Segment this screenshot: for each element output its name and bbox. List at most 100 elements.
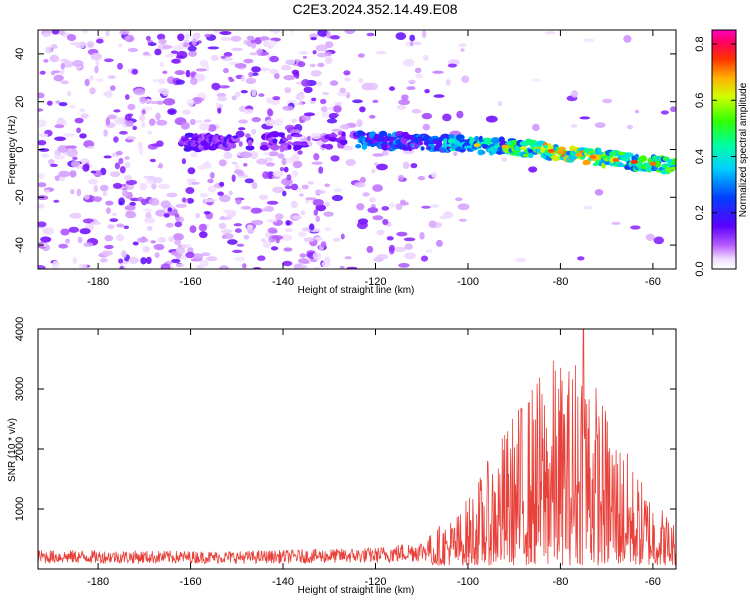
spectrogram-noise-blob (324, 226, 332, 232)
spectrogram-noise-blob (74, 117, 84, 124)
spectrogram-noise-blob (309, 223, 315, 231)
spectrogram-noise-blob (59, 70, 65, 75)
spectrogram-noise-blob (281, 178, 293, 186)
figure-title: C2E3.2024.352.14.49.E08 (292, 1, 457, 17)
spectrogram-band-blob (193, 133, 199, 138)
spectrogram-noise-blob (354, 182, 366, 188)
spectrogram-noise-blob (273, 72, 280, 80)
x-tick-label: -60 (645, 276, 661, 288)
spectrogram-noise-blob (62, 60, 74, 68)
x-tick-label: -160 (180, 576, 202, 588)
spectrogram-noise-blob (300, 210, 306, 216)
y-tick-label: 1000 (14, 497, 26, 521)
spectrogram-noise-blob (41, 153, 50, 158)
spectrogram-noise-blob (186, 197, 194, 204)
spectrogram-noise-blob (99, 184, 109, 192)
spectrogram-noise-blob (149, 100, 159, 105)
spectrogram-noise-blob (326, 118, 338, 124)
spectrogram-noise-blob (72, 59, 84, 68)
spectrogram-noise-blob (311, 97, 317, 102)
spectrogram-noise-blob (113, 109, 121, 113)
spectrogram-noise-blob (211, 82, 221, 91)
spectrogram-noise-blob (150, 240, 156, 244)
spectrogram-noise-blob (341, 145, 354, 151)
spectrogram-noise-blob (339, 87, 346, 94)
spectrogram-noise-blob (69, 104, 75, 109)
spectrogram-noise-blob (133, 88, 146, 96)
spectrogram-noise-blob (309, 33, 319, 39)
spectrogram-noise-blob (310, 37, 317, 41)
spectrogram-noise-blob (421, 112, 433, 120)
spectrogram-band-blob (339, 139, 348, 146)
spectrogram-noise-blob (165, 54, 176, 58)
spectrogram-noise-blob (324, 201, 331, 207)
spectrogram-noise-blob (192, 97, 202, 105)
spectrogram-noise-blob (295, 92, 305, 101)
spectrogram-noise-blob (352, 99, 363, 104)
spectrogram-noise-blob (197, 165, 206, 170)
snr-panel: -180 -160 -140 -120 -100 -80 -60 1000 2000 3000 40… (7, 317, 677, 596)
spectrogram-noise-blob (125, 179, 138, 186)
spectrogram-noise-blob (246, 35, 255, 41)
spectrogram-noise-blob (326, 31, 331, 39)
spectrogram-noise-blob (266, 200, 279, 205)
colorbar-gradient (711, 29, 737, 270)
spectrogram-noise-blob (72, 156, 78, 161)
spectrogram-noise-blob (235, 130, 245, 138)
spectrogram-noise-blob (193, 253, 203, 261)
spectrogram-band-blob (583, 159, 591, 165)
spectrogram-noise-blob (231, 47, 244, 52)
spectrogram-noise-blob (121, 250, 127, 258)
spectrogram-noise-blob (82, 30, 89, 34)
spectrogram-noise-blob (187, 167, 196, 175)
spectrogram-noise-blob (127, 47, 138, 53)
spectrogram-noise-blob (38, 108, 44, 112)
spectrogram-noise-blob (189, 225, 197, 234)
spectrogram-noise-blob (447, 63, 457, 68)
spectrogram-noise-blob (219, 31, 232, 35)
spectrogram-band-blob (555, 156, 561, 161)
spectrogram-noise-blob (272, 235, 284, 240)
spectrogram-noise-blob (177, 33, 185, 42)
spectrogram-noise-blob (207, 185, 217, 193)
spectrogram-noise-blob (376, 163, 388, 171)
spectrogram-noise-blob (117, 62, 123, 70)
spectrogram-noise-blob (124, 113, 132, 121)
spectrogram-noise-blob (301, 227, 312, 232)
spectrogram-peak-blob (630, 159, 638, 164)
x-tick-label: -100 (457, 276, 479, 288)
spectrogram-noise-blob (284, 58, 296, 66)
spectrogram-noise-blob (142, 51, 150, 56)
spectrogram-noise-blob (42, 32, 51, 37)
spectrogram-band-blob (669, 166, 676, 171)
spectrogram-noise-blob (180, 121, 190, 130)
spectrogram-noise-blob (373, 162, 379, 166)
spectrogram-noise-blob (99, 257, 109, 263)
colorbar-label: Normalized spectral amplitude (738, 82, 749, 217)
spectrogram-noise-blob (430, 204, 440, 208)
spectrogram-noise-blob (258, 67, 270, 72)
spectrogram-noise-blob (251, 117, 261, 123)
spectrogram-noise-blob (265, 162, 275, 167)
spectrogram-noise-blob (152, 79, 160, 83)
spectrogram-noise-blob (317, 62, 325, 68)
spectrogram-noise-blob (404, 243, 413, 250)
spectrogram-band-blob (341, 136, 346, 141)
spectrogram-noise-blob (38, 92, 45, 99)
spectrogram-noise-blob (49, 163, 58, 167)
spectrogram-noise-blob (382, 218, 389, 226)
spectrogram-noise-blob (175, 263, 185, 268)
spectrogram-noise-blob (243, 58, 254, 64)
spectrogram-noise-blob (312, 252, 321, 260)
spectrogram-band-blob (230, 142, 237, 149)
spectrogram-noise-blob (303, 112, 316, 117)
spectrogram-noise-blob (223, 151, 233, 160)
spectrogram-noise-blob (186, 178, 197, 183)
spectrogram-noise-blob (118, 258, 124, 264)
spectrogram-noise-blob (190, 151, 198, 158)
spectrogram-noise-blob (239, 151, 252, 159)
spectrogram-noise-blob (175, 246, 186, 255)
spectrogram-noise-blob (38, 140, 47, 146)
spectrogram-noise-blob (402, 161, 410, 170)
spectrogram-noise-blob (139, 97, 147, 104)
